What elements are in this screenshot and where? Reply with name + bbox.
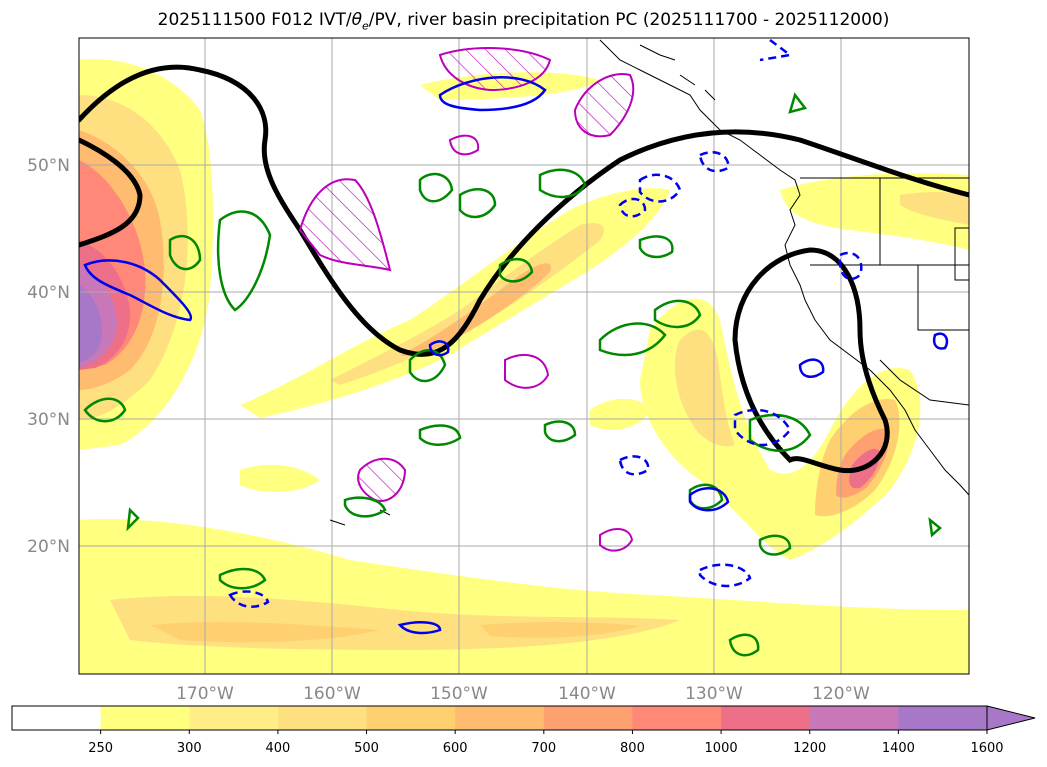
- colorbar: 250 300 400 500 600 700 800 1000 1200 1400 1600: [11, 705, 1036, 756]
- colorbar-cell: [189, 706, 279, 730]
- colorbar-tick-label: 600: [443, 741, 468, 756]
- lon-label-160w: 160°W: [303, 684, 361, 704]
- colorbar-tick-label: 1000: [705, 741, 738, 756]
- precip-contours: [83, 92, 942, 657]
- colorbar-cell: [277, 706, 368, 730]
- colorbar-tick-label: 250: [88, 741, 113, 756]
- blue-dashed-contours: [228, 39, 863, 608]
- lon-label-130w: 130°W: [685, 684, 743, 704]
- lon-label-170w: 170°W: [176, 684, 234, 704]
- colorbar-cell: [455, 706, 545, 730]
- colorbar-cell: [721, 706, 811, 730]
- lon-labels: 170°W 160°W 150°W 140°W 130°W 120°W: [176, 684, 870, 704]
- colorbar-cell: [809, 706, 899, 730]
- colorbar-cell: [100, 706, 190, 730]
- colorbar-cell: [366, 706, 456, 730]
- colorbar-cell: [12, 706, 102, 730]
- colorbar-cell: [543, 706, 633, 730]
- colorbar-tick-label: 1400: [882, 741, 915, 756]
- coastlines: [329, 39, 969, 674]
- lat-label-40: 40°N: [27, 283, 70, 303]
- colorbar-tick-label: 1600: [970, 741, 1003, 756]
- colorbar-cell: [898, 706, 988, 730]
- ivt-shading: [79, 59, 969, 674]
- colorbar-tick-label: 500: [354, 741, 379, 756]
- lat-labels: 20°N 30°N 40°N 50°N: [27, 156, 70, 557]
- map-frame: [78, 37, 970, 675]
- colorbar-tick-label: 400: [265, 741, 290, 756]
- theta-e-contours: [79, 64, 969, 474]
- colorbar-tick-label: 800: [620, 741, 645, 756]
- lat-label-20: 20°N: [27, 537, 70, 557]
- pv-contours: [298, 47, 635, 552]
- colorbar-frame: [11, 705, 988, 731]
- colorbar-tick-label: 700: [531, 741, 556, 756]
- map-panel: [79, 38, 969, 674]
- lon-label-120w: 120°W: [812, 684, 870, 704]
- lon-label-150w: 150°W: [430, 684, 488, 704]
- blue-contours: [83, 76, 949, 635]
- lat-label-50: 50°N: [27, 156, 70, 176]
- lat-label-30: 30°N: [27, 410, 70, 430]
- colorbar-tick-label: 1200: [793, 741, 826, 756]
- colorbar-cell: [632, 706, 722, 730]
- map-title: 2025111500 F012 IVT/θe/PV, river basin p…: [157, 10, 890, 33]
- colorbar-extend-arrow: [986, 705, 1036, 731]
- graticule: [79, 38, 969, 674]
- lon-label-140w: 140°W: [558, 684, 616, 704]
- colorbar-tick-label: 300: [177, 741, 202, 756]
